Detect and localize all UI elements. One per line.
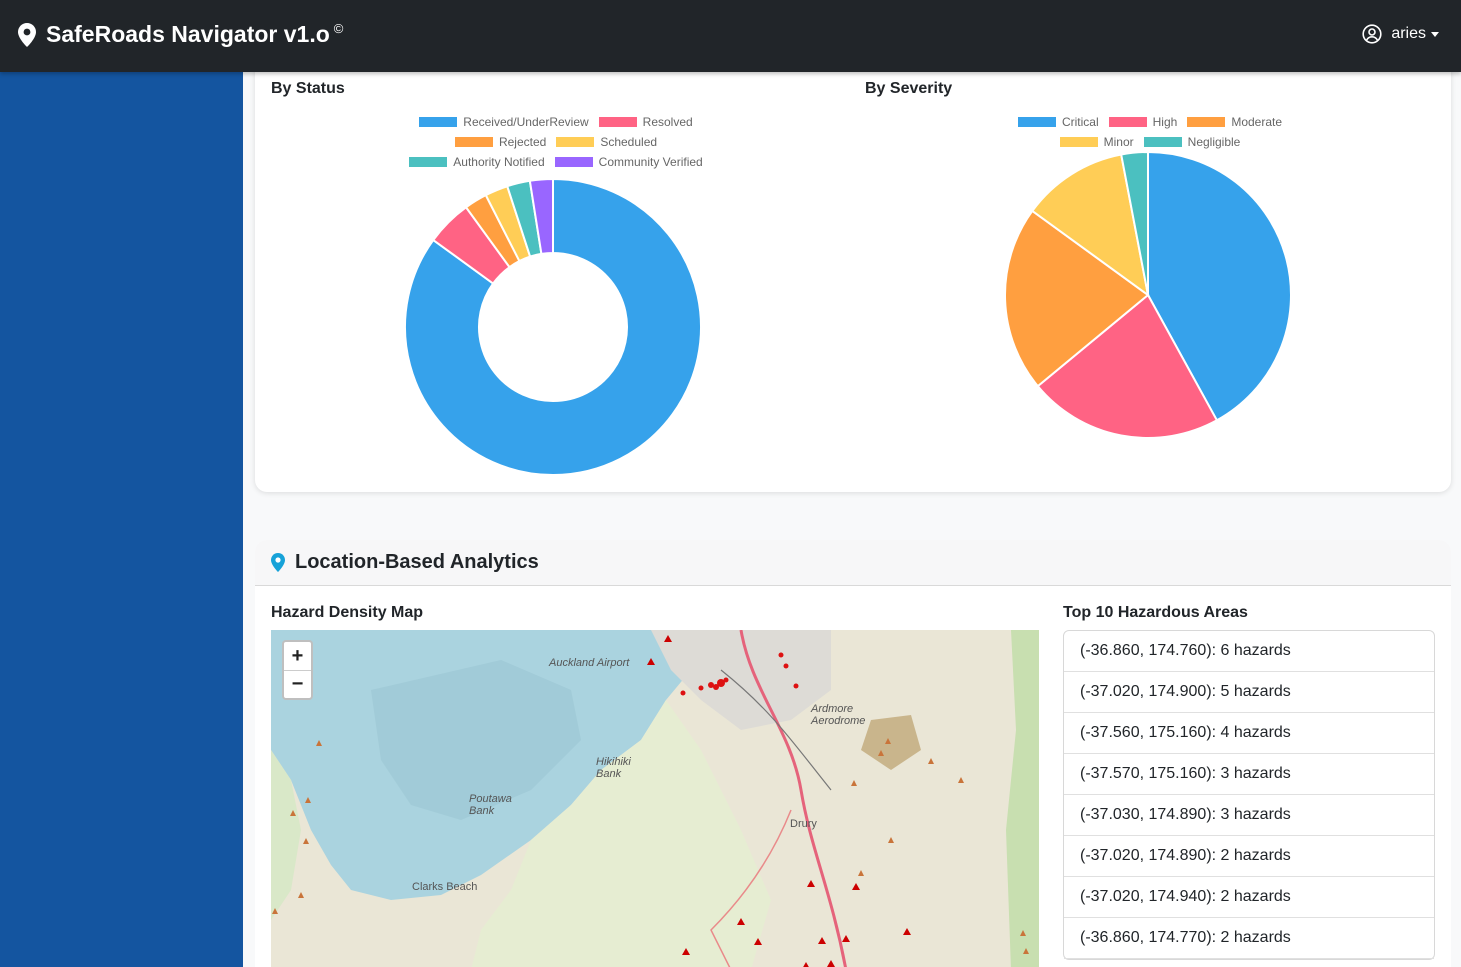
severity-pie-chart [1005, 152, 1292, 439]
brand[interactable]: SafeRoads Navigator v1.o © [18, 21, 343, 48]
user-menu[interactable]: aries [1362, 24, 1439, 44]
severity-slice-negligible[interactable] [1120, 152, 1149, 296]
legend-label: Minor [1103, 135, 1134, 149]
map-title: Hazard Density Map [271, 604, 424, 621]
legend-swatch [1059, 137, 1098, 147]
sidebar [0, 72, 243, 967]
legend-label: Moderate [1231, 115, 1283, 129]
legend-label: Authority Notified [453, 155, 545, 169]
legend-label: Scheduled [600, 135, 658, 149]
hazard-area-item: (-37.030, 174.890): 3 hazards [1064, 795, 1434, 836]
status-legend-item[interactable]: Authority Notified [409, 155, 545, 169]
map-label-auckland-airport: Auckland Airport [549, 657, 630, 669]
status-legend-item[interactable]: Community Verified [554, 155, 703, 169]
legend-swatch [409, 157, 448, 167]
legend-label: Negligible [1187, 135, 1241, 149]
status-legend-item[interactable]: Rejected [454, 135, 547, 149]
legend-swatch [554, 157, 593, 167]
legend-label: Critical [1061, 115, 1099, 129]
hazard-area-item: (-37.020, 174.940): 2 hazards [1064, 877, 1434, 918]
map-label-hikihiki-bank: Hikihiki Bank [596, 756, 631, 780]
chevron-down-icon [1431, 31, 1439, 37]
status-legend-item[interactable]: Scheduled [556, 135, 657, 149]
status-legend-item[interactable]: Received/UnderReview [419, 115, 589, 129]
legend-row: Authority Notified Community Verified [409, 155, 703, 169]
map-label-clarks-beach: Clarks Beach [412, 881, 478, 893]
top-areas-list: (-36.860, 174.760): 6 hazards (-37.020, 1… [1063, 630, 1435, 960]
app-title: SafeRoads Navigator v1.o [46, 21, 330, 47]
severity-legend-item[interactable]: Minor [1059, 135, 1134, 149]
legend-label: High [1152, 115, 1178, 129]
status-slice-received-underreview[interactable] [405, 179, 702, 476]
severity-legend-item[interactable]: High [1108, 115, 1178, 129]
severity-slice-critical[interactable] [1147, 152, 1292, 422]
location-analytics-title: Location-Based Analytics [295, 551, 539, 573]
map-label-ardmore-aerodrome: Ardmore Aerodrome [811, 703, 866, 727]
legend-swatch [1143, 137, 1182, 147]
legend-label: Rejected [498, 135, 547, 149]
legend-row: Critical High Moderate [1017, 115, 1282, 129]
severity-chart-title: By Severity [865, 80, 953, 97]
zoom-in-button[interactable]: + [291, 644, 304, 667]
main-content: By Status Received/UnderReview Resolved Re… [243, 72, 1461, 967]
map-tiles [271, 630, 1039, 967]
hazard-area-item: (-36.860, 174.770): 2 hazards [1064, 918, 1434, 959]
charts-card: By Status Received/UnderReview Resolved Re… [255, 72, 1451, 492]
legend-label: Community Verified [598, 155, 703, 169]
location-analytics-header: Location-Based Analytics [255, 540, 1451, 586]
legend-row: Received/UnderReview Resolved [419, 115, 693, 129]
location-analytics-card: Location-Based Analytics Hazard Density … [255, 540, 1451, 967]
legend-swatch [598, 117, 637, 127]
copyright-mark: © [333, 21, 344, 36]
status-legend-item[interactable]: Resolved [598, 115, 693, 129]
status-chart-legend: Received/UnderReview Resolved Rejected Sche… [375, 115, 737, 169]
map-label-poutawa-bank: Poutawa Bank [469, 793, 512, 817]
hazard-area-item: (-37.560, 175.160): 4 hazards [1064, 713, 1434, 754]
legend-row: Rejected Scheduled [454, 135, 657, 149]
top-navbar: SafeRoads Navigator v1.o © aries [0, 0, 1461, 72]
map-pin-icon [271, 553, 285, 572]
severity-slice-high[interactable] [1036, 293, 1219, 439]
hazard-area-item: (-36.860, 174.760): 6 hazards [1064, 631, 1434, 672]
legend-swatch [556, 137, 595, 147]
zoom-out-button[interactable]: − [284, 670, 311, 698]
hazard-density-map[interactable]: Auckland Airport Ardmore Aerodrome Hikih… [271, 630, 1039, 967]
legend-swatch [419, 117, 458, 127]
legend-swatch [1017, 117, 1056, 127]
legend-swatch [1187, 117, 1226, 127]
severity-slice-minor[interactable] [1030, 153, 1150, 298]
hazard-area-item: (-37.570, 175.160): 3 hazards [1064, 754, 1434, 795]
status-slice-community-verified[interactable] [528, 179, 554, 256]
top-areas-title: Top 10 Hazardous Areas [1063, 604, 1248, 621]
hazard-area-item: (-37.020, 174.890): 2 hazards [1064, 836, 1434, 877]
hazard-area-item: (-37.020, 174.900): 5 hazards [1064, 672, 1434, 713]
status-doughnut-chart [405, 179, 702, 476]
legend-swatch [454, 137, 493, 147]
severity-legend-item[interactable]: Moderate [1187, 115, 1282, 129]
severity-chart-legend: Critical High Moderate Minor Negligible [995, 115, 1305, 149]
user-name: aries [1391, 25, 1426, 42]
severity-slice-moderate[interactable] [1005, 209, 1150, 388]
status-chart-title: By Status [271, 80, 345, 97]
map-pin-icon [18, 22, 36, 47]
severity-legend-item[interactable]: Negligible [1143, 135, 1241, 149]
legend-label: Received/UnderReview [463, 115, 589, 129]
map-label-drury: Drury [790, 818, 817, 830]
legend-swatch [1108, 117, 1147, 127]
legend-label: Resolved [642, 115, 693, 129]
severity-legend-item[interactable]: Critical [1017, 115, 1099, 129]
user-circle-icon [1362, 24, 1382, 44]
map-zoom-control: + − [282, 640, 313, 700]
legend-row: Minor Negligible [1059, 135, 1241, 149]
